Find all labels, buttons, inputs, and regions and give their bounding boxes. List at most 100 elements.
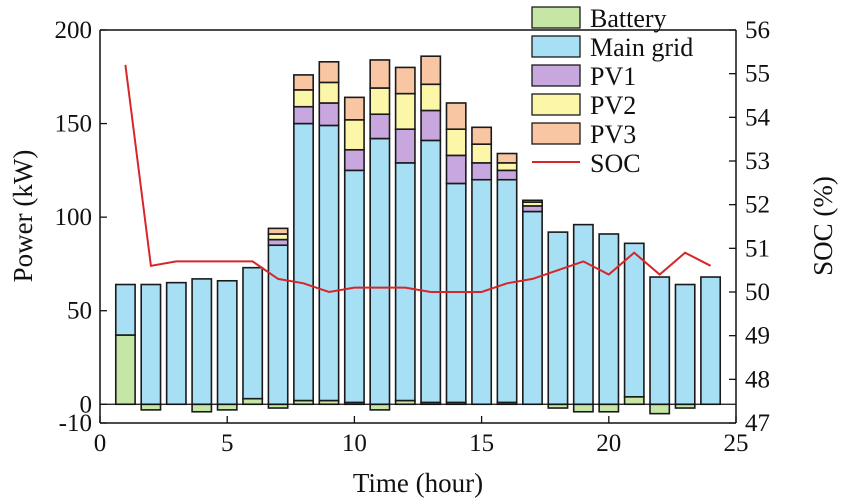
bar-pv3-17 xyxy=(522,199,543,203)
bar-battery-4 xyxy=(191,403,213,413)
bar-main-grid-8 xyxy=(293,122,314,402)
bar-pv2-10 xyxy=(343,119,365,151)
legend-label-pv1: PV1 xyxy=(590,62,636,91)
bar-battery-19 xyxy=(572,403,594,413)
bar-main-grid-13 xyxy=(420,139,442,404)
bar-main-grid-19 xyxy=(572,223,594,406)
legend-swatch-pv3 xyxy=(531,122,581,145)
bar-main-grid-4 xyxy=(191,278,213,406)
bar-pv1-7 xyxy=(267,238,289,247)
bar-battery-2 xyxy=(140,403,162,411)
bar-battery-6 xyxy=(242,397,264,406)
bar-main-grid-16 xyxy=(496,178,518,404)
bar-battery-20 xyxy=(598,403,620,413)
y2-axis-label: SOC (%) xyxy=(808,176,838,276)
bar-pv2-12 xyxy=(394,92,416,130)
x-axis-label: Time (hour) xyxy=(353,468,483,498)
bar-pv1-16 xyxy=(496,169,518,181)
bar-pv1-13 xyxy=(420,109,442,142)
y-axis-label: Power (kW) xyxy=(8,150,38,283)
bar-pv2-7 xyxy=(267,233,289,241)
x-tick-label-10: 10 xyxy=(342,430,367,457)
y2-tick-label-51: 51 xyxy=(745,235,770,262)
bar-pv3-7 xyxy=(267,227,289,235)
legend-label-battery: Battery xyxy=(590,4,667,33)
bar-pv3-9 xyxy=(318,61,340,84)
bar-pv3-15 xyxy=(471,126,493,145)
bar-pv3-8 xyxy=(293,74,314,91)
x-tick-label-25: 25 xyxy=(724,430,749,457)
bar-main-grid-23 xyxy=(674,283,696,406)
bar-battery-5 xyxy=(216,403,238,411)
legend-label-pv2: PV2 xyxy=(590,91,636,120)
y2-tick-label-53: 53 xyxy=(745,148,770,175)
legend-swatch-pv2 xyxy=(531,93,581,116)
bar-pv1-12 xyxy=(394,128,416,164)
bar-main-grid-22 xyxy=(649,276,671,406)
bar-battery-21 xyxy=(623,395,645,406)
bar-main-grid-24 xyxy=(700,276,722,406)
y2-tick-label-47: 47 xyxy=(745,410,770,437)
bar-pv3-16 xyxy=(496,152,518,164)
bar-pv2-14 xyxy=(445,128,467,157)
bar-pv2-13 xyxy=(420,83,442,112)
y-tick-label-200: 200 xyxy=(55,17,93,44)
x-tick-label-0: 0 xyxy=(94,430,107,457)
bar-pv1-17 xyxy=(522,205,543,213)
bar-pv2-8 xyxy=(293,89,314,108)
y2-tick-label-49: 49 xyxy=(745,323,770,350)
bar-pv1-11 xyxy=(369,113,391,140)
soc-line-layer xyxy=(124,64,712,294)
bar-main-grid-11 xyxy=(369,137,391,406)
bar-battery-1 xyxy=(114,334,136,406)
bar-main-grid-18 xyxy=(547,231,569,406)
legend-label-soc: SOC xyxy=(590,149,641,178)
bar-pv1-15 xyxy=(471,162,493,181)
bar-main-grid-17 xyxy=(522,210,543,406)
y2-tick-label-56: 56 xyxy=(745,17,770,44)
bar-main-grid-7 xyxy=(267,244,289,406)
legend-swatch-pv1 xyxy=(531,64,581,87)
legend-label-main-grid: Main grid xyxy=(590,33,693,62)
bar-pv1-8 xyxy=(293,105,314,125)
y-tick-label-50: 50 xyxy=(67,298,92,325)
bar-battery-11 xyxy=(369,403,391,411)
bar-pv2-16 xyxy=(496,162,518,172)
bar-main-grid-21 xyxy=(623,242,645,398)
bar-main-grid-1 xyxy=(114,283,136,336)
soc-line xyxy=(124,64,712,294)
bar-pv3-12 xyxy=(394,66,416,95)
bar-main-grid-9 xyxy=(318,124,340,402)
bar-main-grid-2 xyxy=(140,283,162,406)
y2-tick-label-54: 54 xyxy=(745,104,771,131)
x-tick-label-5: 5 xyxy=(221,430,234,457)
y2-tick-label-50: 50 xyxy=(745,279,770,306)
bar-pv1-14 xyxy=(445,154,467,185)
bar-main-grid-3 xyxy=(165,281,187,406)
bar-pv3-14 xyxy=(445,102,467,130)
y-tick-label-100: 100 xyxy=(55,204,93,231)
y2-tick-label-55: 55 xyxy=(745,61,770,88)
bar-pv1-9 xyxy=(318,102,340,127)
bar-main-grid-20 xyxy=(598,233,620,406)
bar-main-grid-10 xyxy=(343,169,365,404)
bar-pv1-10 xyxy=(343,148,365,172)
bar-pv3-13 xyxy=(420,55,442,86)
bar-pv2-9 xyxy=(318,81,340,104)
x-tick-label-15: 15 xyxy=(469,430,494,457)
ticks-layer: -100 50 100 150 200 47 48 49 50 51 52 53 54 55 56 0 5 10 1… xyxy=(55,17,771,457)
bar-main-grid-5 xyxy=(216,279,238,406)
y-tick-label-150: 150 xyxy=(55,111,93,138)
bar-main-grid-6 xyxy=(242,266,264,400)
bar-pv2-11 xyxy=(369,87,391,116)
bar-pv3-11 xyxy=(369,59,391,89)
y-tick-label-0: 0 xyxy=(80,391,93,418)
bar-pv3-10 xyxy=(343,96,365,121)
axes-layer xyxy=(99,29,737,424)
y2-tick-label-48: 48 xyxy=(745,366,770,393)
legend-label-pv3: PV3 xyxy=(590,120,636,149)
bar-battery-22 xyxy=(649,403,671,415)
y-tick-label--10: -10 xyxy=(59,410,92,437)
